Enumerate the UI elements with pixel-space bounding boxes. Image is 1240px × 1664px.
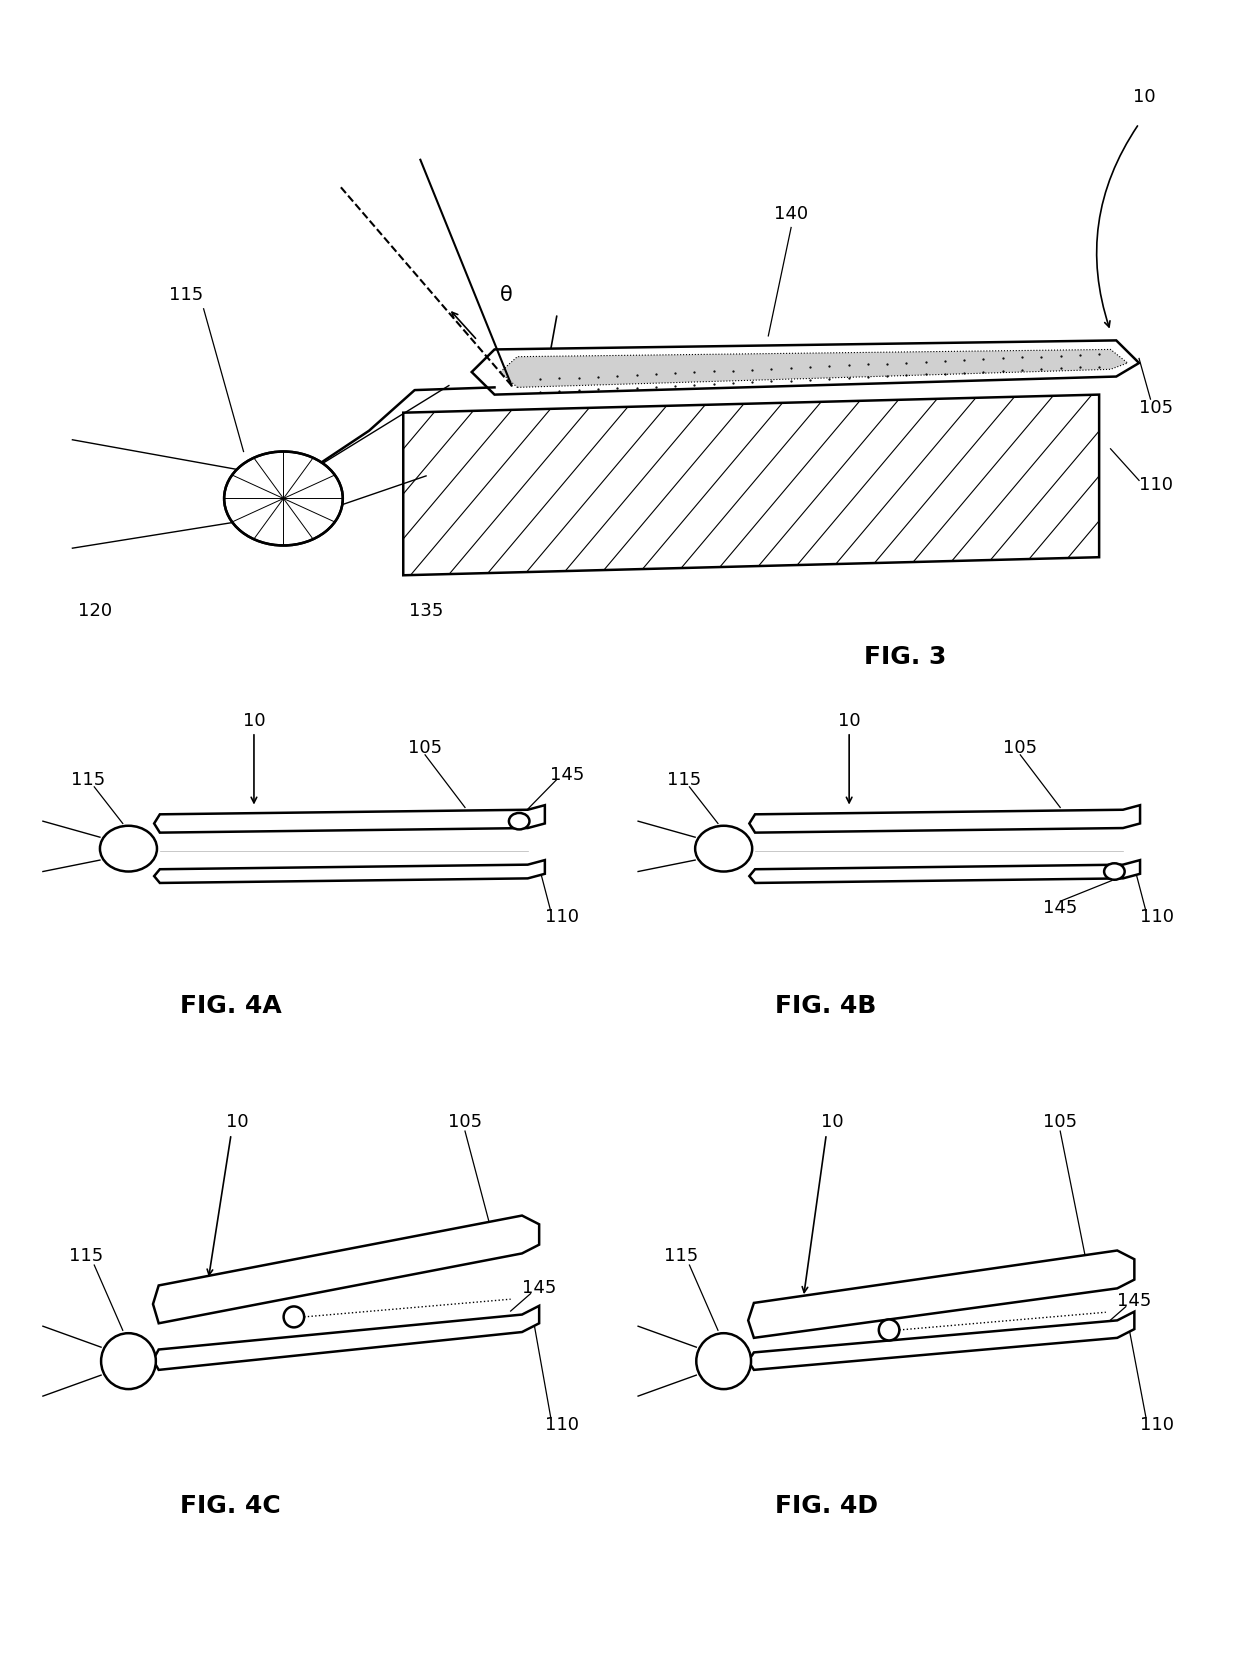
Text: 115: 115 (667, 770, 701, 789)
Text: 115: 115 (663, 1248, 698, 1265)
Circle shape (696, 825, 753, 872)
Text: 115: 115 (72, 770, 105, 789)
Text: 145: 145 (1043, 899, 1078, 917)
Polygon shape (748, 1251, 1135, 1338)
Circle shape (508, 814, 529, 829)
Text: 110: 110 (544, 1416, 579, 1434)
Polygon shape (471, 341, 1140, 394)
Circle shape (224, 451, 342, 546)
Polygon shape (154, 860, 544, 884)
Polygon shape (749, 860, 1140, 884)
Text: 105: 105 (1003, 739, 1038, 757)
Polygon shape (153, 1215, 539, 1323)
Text: 110: 110 (544, 909, 579, 927)
Polygon shape (154, 805, 544, 832)
Text: 105: 105 (448, 1113, 482, 1132)
Text: 10: 10 (226, 1113, 248, 1132)
Text: FIG. 3: FIG. 3 (864, 644, 946, 669)
Polygon shape (749, 805, 1140, 832)
Polygon shape (403, 394, 1099, 576)
Polygon shape (153, 1306, 539, 1369)
Circle shape (102, 1333, 156, 1389)
Circle shape (697, 1333, 751, 1389)
Text: 135: 135 (409, 602, 443, 621)
Polygon shape (500, 349, 1127, 388)
Text: FIG. 4D: FIG. 4D (775, 1494, 878, 1518)
Circle shape (100, 825, 157, 872)
Circle shape (1104, 864, 1125, 880)
Circle shape (284, 1306, 304, 1328)
Text: 145: 145 (551, 767, 585, 784)
Text: 110: 110 (1140, 476, 1173, 494)
Text: 105: 105 (1140, 399, 1173, 418)
Text: 10: 10 (243, 712, 265, 729)
Text: 10: 10 (821, 1113, 843, 1132)
Text: 145: 145 (522, 1278, 557, 1296)
Text: 10: 10 (838, 712, 861, 729)
Text: FIG. 4C: FIG. 4C (180, 1494, 280, 1518)
Text: 105: 105 (1043, 1113, 1078, 1132)
Text: 115: 115 (68, 1248, 103, 1265)
Text: 145: 145 (1117, 1291, 1152, 1310)
Text: 110: 110 (1140, 1416, 1174, 1434)
Text: FIG. 4A: FIG. 4A (180, 993, 281, 1018)
Text: 140: 140 (774, 205, 808, 223)
Text: FIG. 4B: FIG. 4B (775, 993, 877, 1018)
Text: 110: 110 (1140, 909, 1174, 927)
Polygon shape (748, 1311, 1135, 1369)
Text: 120: 120 (78, 602, 113, 621)
Text: 115: 115 (170, 286, 203, 305)
Text: θ: θ (500, 285, 512, 305)
Text: 105: 105 (408, 739, 443, 757)
Circle shape (879, 1320, 899, 1341)
Text: 10: 10 (1133, 88, 1156, 105)
